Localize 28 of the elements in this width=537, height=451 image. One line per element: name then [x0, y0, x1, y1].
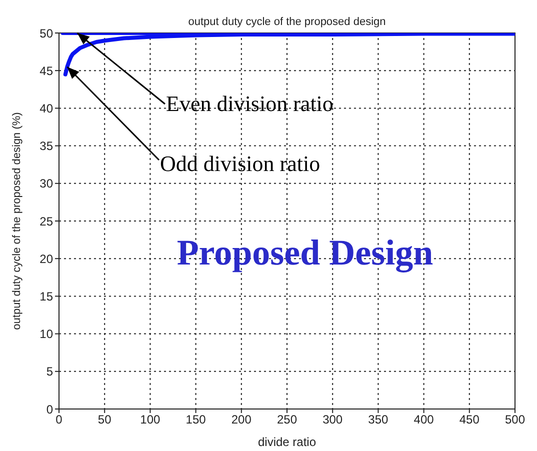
x-tick-label: 50	[98, 412, 112, 427]
y-tick-label: 0	[46, 402, 54, 416]
y-tick-label: 40	[40, 101, 54, 116]
x-tick-label: 150	[186, 412, 206, 427]
y-tick-label: 5	[46, 364, 54, 379]
annotation: Odd division ratio	[160, 151, 320, 176]
x-tick-label: 300	[322, 412, 343, 427]
y-axis-title: output duty cycle of the proposed design (%)	[10, 112, 23, 330]
y-tick-label: 10	[40, 327, 54, 342]
x-tick-label: 350	[368, 412, 389, 427]
y-tick-label: 15	[40, 289, 54, 304]
x-tick-label: 0	[56, 412, 63, 427]
y-tick-label: 50	[40, 26, 54, 40]
y-tick-label: 45	[40, 64, 54, 78]
y-tick-label: 35	[40, 139, 54, 154]
y-tick-label: 30	[40, 176, 54, 191]
x-tick-label: 250	[276, 412, 298, 427]
x-tick-label: 450	[459, 412, 480, 427]
x-tick-label: 400	[414, 412, 434, 427]
annotation: Even division ratio	[166, 91, 334, 116]
x-tick-label: 200	[231, 412, 252, 427]
y-tick-label: 25	[40, 214, 54, 228]
x-tick-label: 500	[504, 412, 526, 427]
x-tick-label: 100	[140, 412, 161, 427]
chart-title: output duty cycle of the proposed design	[188, 16, 386, 28]
x-axis-title: divide ratio	[258, 435, 316, 449]
y-tick-label: 20	[40, 252, 54, 266]
annotation: Proposed Design	[176, 232, 434, 272]
